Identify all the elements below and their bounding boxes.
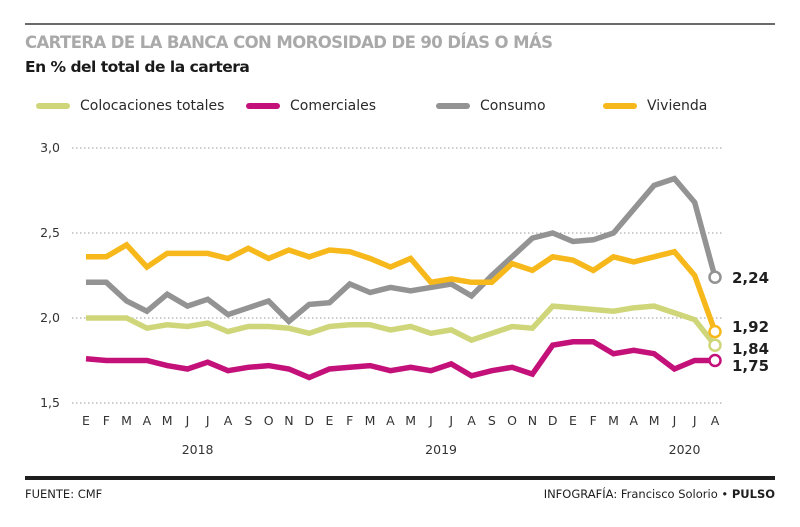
series-line-comerciales xyxy=(85,339,715,381)
series-line-colocaciones-totales xyxy=(86,303,718,347)
x-tick-label: N xyxy=(284,413,293,428)
bottom-rule xyxy=(25,476,775,480)
end-marker xyxy=(708,270,722,284)
y-axis: 1,5 2,0 2,5 3,0 xyxy=(40,140,60,410)
credit-brand: PULSO xyxy=(731,487,775,501)
legend-item-comerciales: Comerciales xyxy=(246,98,376,114)
x-tick-label: N xyxy=(528,413,537,428)
x-tick-label: F xyxy=(590,413,597,428)
y-tick-label: 1,5 xyxy=(40,395,60,410)
end-marker xyxy=(708,324,722,339)
x-tick-label: J xyxy=(672,413,677,428)
legend-item-vivienda: Vivienda xyxy=(603,98,707,114)
x-tick-label: A xyxy=(386,413,395,428)
x-tick-label: J xyxy=(205,413,210,428)
legend-label-comerciales: Comerciales xyxy=(290,98,377,114)
chart-subtitle: En % del total de la cartera xyxy=(25,58,250,76)
grid xyxy=(72,147,722,404)
end-marker xyxy=(708,338,722,352)
x-tick-label: M xyxy=(608,413,619,428)
x-tick-label: M xyxy=(121,413,132,428)
year-label: 2020 xyxy=(669,442,701,457)
year-label: 2018 xyxy=(182,442,214,457)
x-tick-label: J xyxy=(448,413,453,428)
x-tick-label: D xyxy=(548,413,558,428)
legend-swatch-consumo xyxy=(436,103,470,109)
legend-item-colocaciones: Colocaciones totales xyxy=(36,98,224,114)
end-value-label: 2,24 xyxy=(732,269,769,287)
legend-item-consumo: Consumo xyxy=(436,98,546,114)
end-marker xyxy=(708,353,722,368)
x-tick-label: J xyxy=(692,413,697,428)
year-label: 2019 xyxy=(425,442,457,457)
x-tick-label: D xyxy=(304,413,314,428)
x-tick-label: F xyxy=(346,413,353,428)
x-tick-label: J xyxy=(428,413,433,428)
x-tick-label: M xyxy=(405,413,416,428)
legend-label-colocaciones: Colocaciones totales xyxy=(80,98,225,114)
x-tick-label: M xyxy=(162,413,173,428)
x-tick-label: A xyxy=(630,413,639,428)
x-tick-label: E xyxy=(326,413,334,428)
x-tick-label: J xyxy=(185,413,190,428)
year-labels: 2018 2019 2020 xyxy=(182,442,701,457)
top-rule xyxy=(25,23,775,25)
series-line-consumo xyxy=(86,175,718,326)
x-tick-label: A xyxy=(711,413,720,428)
legend-label-vivienda: Vivienda xyxy=(647,98,708,114)
y-tick-label: 3,0 xyxy=(40,140,60,155)
x-tick-label: E xyxy=(82,413,90,428)
y-tick-label: 2,0 xyxy=(40,310,60,325)
x-tick-label: F xyxy=(103,413,110,428)
credit-prefix: INFOGRAFÍA: Francisco Solorio • xyxy=(543,487,729,501)
legend-swatch-colocaciones xyxy=(36,103,70,109)
legend-swatch-comerciales xyxy=(246,103,280,109)
legend: Colocaciones totales Comerciales Consumo… xyxy=(0,98,800,120)
chart-title: CARTERA DE LA BANCA CON MOROSIDAD DE 90 … xyxy=(25,33,553,52)
credit-note: INFOGRAFÍA: Francisco Solorio • PULSO xyxy=(544,487,775,501)
x-tick-label: A xyxy=(224,413,233,428)
x-tick-label: M xyxy=(365,413,376,428)
x-tick-label: O xyxy=(264,413,274,428)
legend-swatch-vivienda xyxy=(603,103,637,109)
series-lines xyxy=(85,175,718,381)
legend-label-consumo: Consumo xyxy=(480,98,546,114)
x-tick-label: S xyxy=(488,413,496,428)
x-tick-label: O xyxy=(507,413,517,428)
end-value-label: 1,75 xyxy=(732,357,769,375)
x-tick-label: S xyxy=(244,413,252,428)
x-tick-label: A xyxy=(467,413,476,428)
end-value-label: 1,92 xyxy=(732,318,769,336)
series-line-vivienda xyxy=(86,241,718,333)
x-tick-label: M xyxy=(649,413,660,428)
source-note: FUENTE: CMF xyxy=(25,487,103,501)
x-tick-label: E xyxy=(569,413,577,428)
x-tick-label: A xyxy=(143,413,152,428)
end-markers: 1,841,75 2,24 1,92 xyxy=(708,269,769,375)
end-value-label: 1,84 xyxy=(732,340,769,358)
y-tick-label: 2,5 xyxy=(40,225,60,240)
